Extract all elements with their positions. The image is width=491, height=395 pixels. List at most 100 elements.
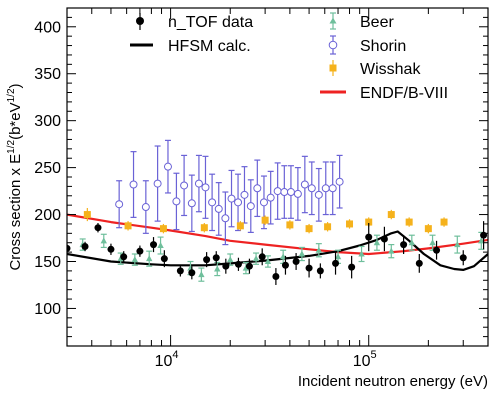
ntof-point	[380, 226, 388, 252]
svg-text:Beer: Beer	[360, 14, 394, 31]
beer-marker	[298, 250, 306, 257]
svg-text:Wisshak: Wisshak	[360, 61, 421, 78]
ntof-marker	[433, 246, 441, 254]
beer-point	[454, 235, 461, 254]
beer-point	[131, 253, 139, 266]
shorin-marker	[300, 180, 309, 189]
ntof-point	[136, 245, 144, 257]
beer-marker	[408, 239, 416, 246]
beer-point	[242, 261, 250, 275]
shorin-marker	[335, 177, 344, 186]
ntof-point	[305, 258, 313, 278]
shorin-marker	[240, 190, 249, 199]
y-tick-label: 200	[34, 207, 61, 224]
ntof-point	[67, 243, 71, 254]
shorin-marker	[253, 184, 262, 193]
ntof-point	[203, 252, 211, 268]
wisshak-point	[387, 209, 395, 220]
shorin-marker	[266, 193, 275, 202]
ntof-point	[160, 250, 168, 268]
wisshak-marker	[346, 220, 354, 228]
beer-point	[315, 243, 323, 258]
beer-marker	[279, 253, 287, 260]
beer-point	[198, 267, 205, 282]
ntof-marker	[281, 261, 289, 269]
shorin-point	[214, 182, 223, 236]
x-axis-label: Incident neutron energy (eV)	[298, 373, 488, 390]
ntof-marker	[480, 231, 488, 239]
wisshak-point	[324, 222, 332, 232]
beer-marker	[478, 237, 485, 244]
ntof-point	[212, 251, 220, 265]
beer-point	[298, 246, 306, 262]
shorin-marker	[234, 198, 243, 207]
beer-marker	[131, 256, 139, 263]
ntof-point	[176, 265, 184, 277]
shorin-marker	[286, 188, 295, 197]
ntof-point	[348, 255, 356, 279]
wisshak-marker	[305, 225, 313, 233]
beer-point	[264, 255, 272, 268]
wisshak-point	[440, 217, 448, 227]
ntof-marker	[160, 255, 168, 263]
plot-content	[67, 139, 488, 285]
legend-item-shorin: Shorin	[328, 35, 406, 55]
y-tick-label: 150	[34, 254, 61, 271]
shorin-marker	[153, 179, 162, 188]
ntof-marker	[245, 262, 253, 270]
ntof-marker-icon	[136, 17, 144, 25]
shorin-point	[172, 172, 181, 231]
shorin-marker	[180, 181, 189, 190]
legend-item-endf: ENDF/B-VIII	[320, 85, 448, 102]
shorin-marker	[172, 197, 181, 206]
shorin-marker	[115, 200, 124, 209]
ntof-marker	[67, 244, 71, 252]
beer-marker	[373, 239, 381, 246]
ntof-marker	[305, 264, 313, 272]
shorin-point	[300, 155, 309, 214]
shorin-marker	[221, 214, 230, 223]
wisshak-marker	[261, 216, 269, 224]
ntof-point	[150, 237, 158, 253]
wisshak-marker	[387, 211, 395, 219]
shorin-marker	[293, 189, 302, 198]
beer-point	[214, 261, 221, 277]
beer-marker-icon	[329, 17, 337, 24]
shorin-point	[201, 155, 210, 219]
shorin-point	[240, 166, 249, 224]
beer-point	[373, 234, 381, 251]
beer-point	[146, 250, 153, 267]
y-tick-label: 350	[34, 66, 61, 83]
shorin-point	[335, 154, 344, 209]
beer-marker	[146, 255, 153, 262]
wisshak-marker	[124, 222, 132, 230]
ntof-point	[234, 257, 242, 271]
shorin-marker	[214, 204, 223, 213]
beer-marker	[388, 247, 395, 254]
wisshak-point	[83, 207, 91, 222]
ntof-marker	[107, 245, 115, 253]
legend: n_TOF data HFSM calc. Beer Shorin Wissha…	[130, 12, 448, 102]
shorin-point	[246, 179, 255, 233]
ntof-point	[459, 250, 467, 266]
wisshak-marker	[159, 225, 167, 233]
wisshak-point	[346, 219, 354, 229]
shorin-point	[314, 167, 323, 222]
y-tick-label: 250	[34, 160, 61, 177]
shorin-point	[208, 173, 217, 232]
ntof-point	[188, 266, 196, 280]
ntof-marker	[292, 258, 300, 265]
wisshak-point	[124, 221, 132, 231]
shorin-point	[163, 139, 172, 194]
ntof-marker	[81, 242, 89, 250]
ntof-marker	[459, 254, 467, 262]
ntof-marker	[136, 247, 144, 255]
wisshak-marker	[365, 218, 373, 226]
ntof-point	[107, 243, 115, 255]
shorin-point	[141, 180, 150, 234]
ntof-marker	[150, 241, 158, 249]
ntof-point	[316, 263, 324, 279]
wisshak-point	[200, 223, 208, 233]
beer-marker	[454, 241, 461, 248]
